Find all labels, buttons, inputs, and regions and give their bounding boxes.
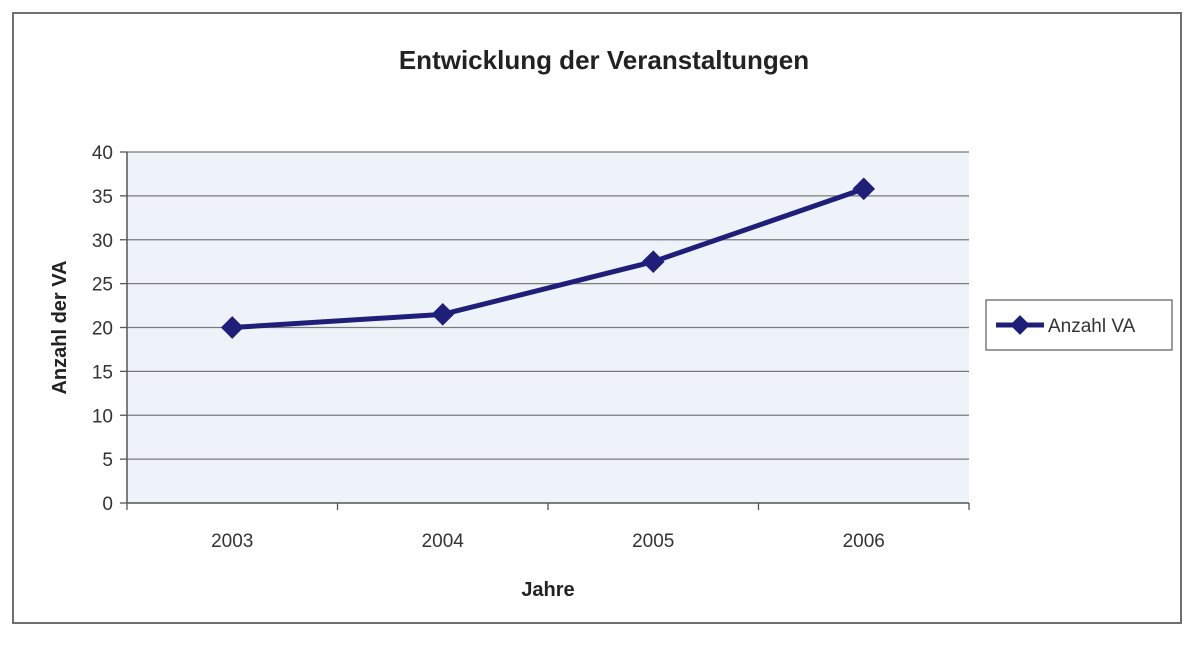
legend: Anzahl VA [985, 299, 1173, 351]
x-tick-label: 2004 [422, 531, 465, 552]
y-tick-label: 15 [92, 362, 113, 383]
y-tick-label: 0 [102, 494, 113, 515]
y-tick-label: 30 [92, 231, 113, 252]
chart-title: Entwicklung der Veranstaltungen [399, 45, 809, 75]
y-tick-label: 25 [92, 275, 113, 296]
y-tick-label: 5 [102, 450, 113, 471]
x-axis-title: Jahre [521, 579, 574, 601]
legend-label: Anzahl VA [1048, 316, 1136, 337]
y-tick-label: 10 [92, 406, 113, 427]
chart-frame: 0 5 10 15 20 25 30 35 40 2003 2004 2005 2006 Entwic… [12, 12, 1182, 624]
x-tick-labels: 2003 2004 2005 2006 [211, 531, 885, 552]
axes [120, 151, 970, 510]
x-tick-label: 2005 [632, 531, 674, 552]
y-tick-label: 40 [92, 143, 113, 164]
x-tick-label: 2006 [843, 531, 885, 552]
y-tick-labels: 0 5 10 15 20 25 30 35 40 [92, 143, 113, 515]
line-chart: 0 5 10 15 20 25 30 35 40 2003 2004 2005 2006 Entwic… [49, 45, 1173, 601]
y-axis-title: Anzahl der VA [49, 260, 71, 394]
y-tick-label: 20 [92, 319, 113, 340]
legend-box [985, 299, 1173, 351]
series-line [232, 186, 865, 330]
x-tick-label: 2003 [211, 531, 253, 552]
y-tick-label: 35 [92, 187, 113, 208]
legend-diamond-marker [1010, 315, 1030, 335]
data-point-marker [431, 303, 455, 326]
